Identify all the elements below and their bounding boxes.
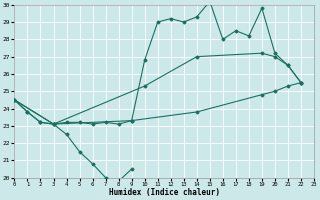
X-axis label: Humidex (Indice chaleur): Humidex (Indice chaleur)	[109, 188, 220, 197]
